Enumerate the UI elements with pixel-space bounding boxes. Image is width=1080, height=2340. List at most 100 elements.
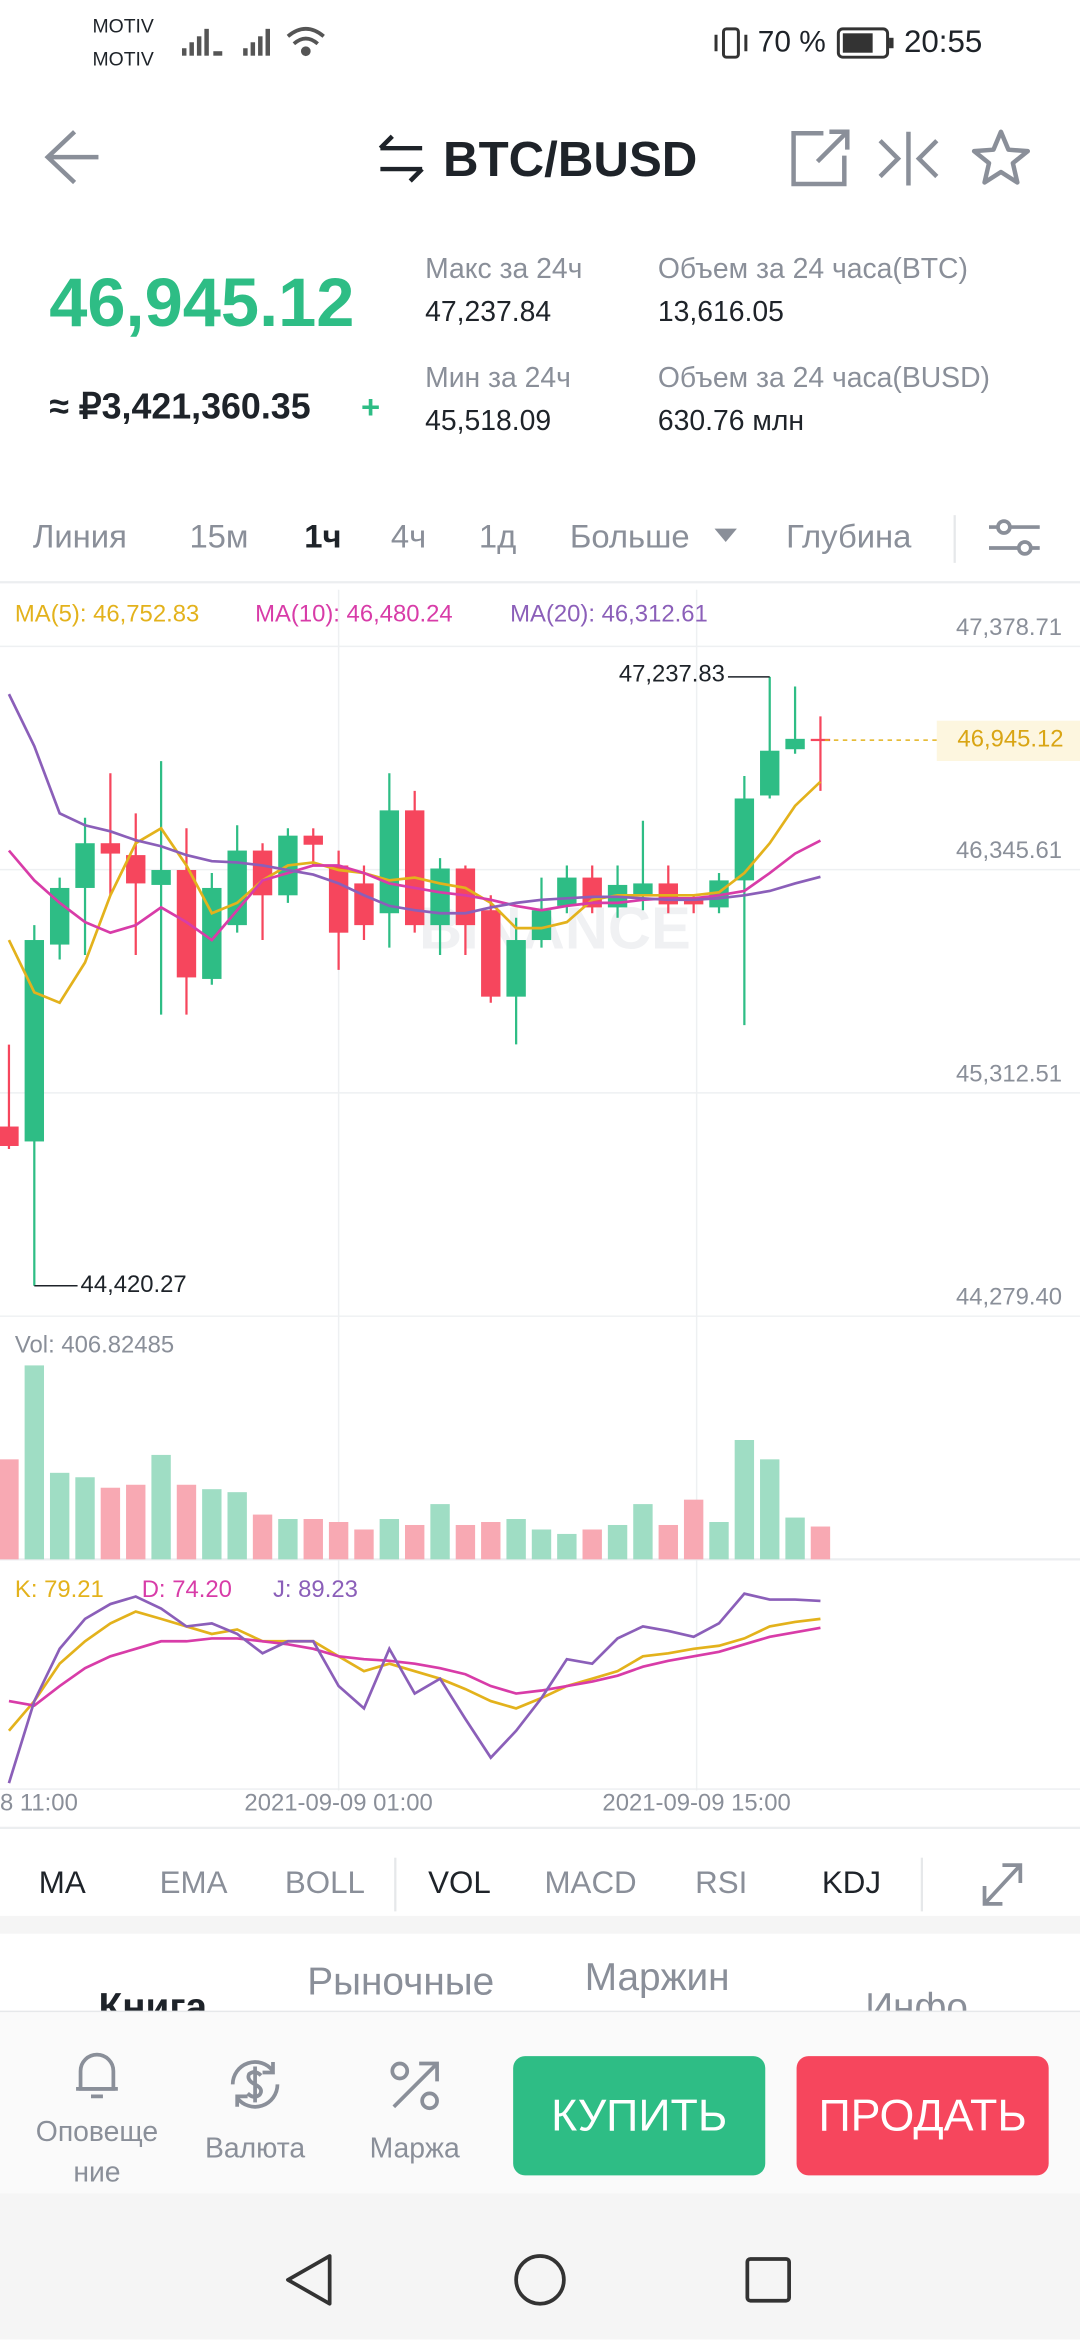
buy-button[interactable] xyxy=(513,2056,766,2176)
candle-body xyxy=(633,883,653,896)
ma-line xyxy=(7,839,822,942)
nav-back[interactable] xyxy=(286,2254,332,2306)
currency-label[interactable]: Валюта xyxy=(205,2133,305,2165)
candle-body xyxy=(151,870,171,885)
indicator-tab[interactable]: RSI xyxy=(695,1865,747,1900)
candle-body xyxy=(75,843,95,888)
volume-bar xyxy=(176,1484,197,1560)
candle-body xyxy=(328,865,349,933)
low-label: 44,420.27 xyxy=(81,1271,187,1298)
candle-body xyxy=(430,868,450,926)
indicator-tab-active[interactable]: VOL xyxy=(428,1865,491,1900)
external-icon[interactable] xyxy=(791,129,850,187)
carrier: MOTIV xyxy=(92,48,153,70)
volume-bar xyxy=(633,1504,653,1560)
pair-title[interactable]: BTC/BUSD xyxy=(443,132,697,187)
volume-bar xyxy=(24,1365,45,1560)
volume-bar xyxy=(734,1440,755,1560)
volume-bar xyxy=(557,1533,577,1560)
buy-label[interactable]: КУПИТЬ xyxy=(551,2091,727,2141)
candle-body xyxy=(354,883,374,926)
stat-value: 13,616.05 xyxy=(658,296,784,328)
volume-bar xyxy=(607,1524,628,1560)
stat-value: 47,237.84 xyxy=(425,296,551,328)
volume-bar xyxy=(202,1489,222,1560)
volume-bar xyxy=(75,1477,95,1560)
clock: 20:55 xyxy=(904,24,982,59)
battery-percent: 70 % xyxy=(758,26,826,59)
indicator-tab[interactable]: EMA xyxy=(160,1865,228,1900)
volume-bar xyxy=(709,1522,729,1560)
interval-tab[interactable]: Линия xyxy=(33,518,127,555)
volume-bar xyxy=(49,1472,70,1560)
fiat-change: + xyxy=(361,388,380,425)
volume-bar xyxy=(100,1487,121,1560)
alert-label[interactable]: ние xyxy=(73,2156,120,2188)
volume-bar xyxy=(810,1526,831,1560)
alert-icon[interactable] xyxy=(76,2052,118,2099)
volume-bar xyxy=(151,1454,171,1560)
candle-body xyxy=(24,940,45,1142)
interval-tab[interactable]: 1д xyxy=(479,518,516,555)
chart-settings-icon[interactable] xyxy=(989,519,1040,556)
stat-label: Макс за 24ч xyxy=(425,253,582,285)
volume-bar xyxy=(760,1459,780,1560)
interval-tab[interactable]: 4ч xyxy=(391,518,426,555)
volume-bar xyxy=(430,1504,450,1560)
currency-icon[interactable] xyxy=(230,2060,280,2109)
alert-label[interactable]: Оповеще xyxy=(36,2116,158,2148)
candle-body xyxy=(785,738,805,750)
back-button[interactable] xyxy=(44,130,99,185)
volume-bar xyxy=(252,1514,273,1560)
ma-legend: MA(5): 46,752.83 xyxy=(15,600,199,627)
last-price: 46,945.12 xyxy=(49,264,354,341)
ma-line xyxy=(7,780,822,1005)
stat-label: Объем за 24 часа(BUSD) xyxy=(658,362,990,394)
ma-legend: MA(20): 46,312.61 xyxy=(510,600,708,627)
section-tab[interactable]: Маржин xyxy=(585,1956,730,1999)
section-tab[interactable]: Рыночные xyxy=(307,1961,494,2004)
indicator-tab-active[interactable]: KDJ xyxy=(822,1865,881,1900)
indicator-tab[interactable]: BOLL xyxy=(285,1865,365,1900)
interval-tab[interactable]: 15м xyxy=(189,518,248,555)
volume-bar xyxy=(658,1524,678,1560)
volume-bar xyxy=(126,1484,146,1560)
candle-body xyxy=(100,843,121,854)
indicator-tab-active[interactable]: MA xyxy=(39,1865,86,1900)
interval-tab[interactable]: Глубина xyxy=(786,518,912,555)
ma-legend: MA(10): 46,480.24 xyxy=(255,600,453,627)
stat-label: Объем за 24 часа(BTC) xyxy=(658,253,968,285)
sell-button[interactable] xyxy=(796,2056,1049,2176)
vibrate-icon xyxy=(714,27,748,59)
kdj-legend: J: 89.23 xyxy=(273,1576,358,1603)
candle-body xyxy=(49,887,70,945)
interval-tab[interactable]: Больше xyxy=(570,518,690,555)
interval-tab-active[interactable]: 1ч xyxy=(304,518,341,555)
nav-recents[interactable] xyxy=(745,2257,791,2303)
fiat-price: ≈ ₽3,421,360.35 xyxy=(49,387,310,427)
sell-label[interactable]: ПРОДАТЬ xyxy=(819,2091,1027,2141)
kdj-line xyxy=(7,1592,821,1784)
candle-body xyxy=(405,810,425,926)
swap-icon[interactable] xyxy=(378,134,424,183)
favorite-star[interactable] xyxy=(971,129,1031,185)
nav-home[interactable] xyxy=(514,2254,566,2306)
volume-bar xyxy=(531,1529,552,1560)
volume-legend: Vol: 406.82485 xyxy=(15,1331,174,1358)
indicator-tab[interactable]: MACD xyxy=(544,1865,636,1900)
wifi-icon xyxy=(286,26,325,57)
fullscreen-icon[interactable] xyxy=(982,1863,1023,1906)
candle-body xyxy=(126,855,146,884)
compare-icon[interactable] xyxy=(878,131,939,186)
stat-value: 45,518.09 xyxy=(425,405,551,437)
y-tick-label: 45,312.51 xyxy=(956,1060,1062,1087)
margin-icon[interactable] xyxy=(390,2061,439,2111)
margin-label[interactable]: Маржа xyxy=(370,2133,460,2165)
chart: 47,378.7146,345.6145,312.5144,279.40BINA… xyxy=(0,589,1080,1816)
kdj-line xyxy=(7,1610,821,1732)
stat-label: Мин за 24ч xyxy=(425,362,571,394)
kdj-line xyxy=(8,1626,821,1707)
volume-bar xyxy=(0,1459,19,1560)
